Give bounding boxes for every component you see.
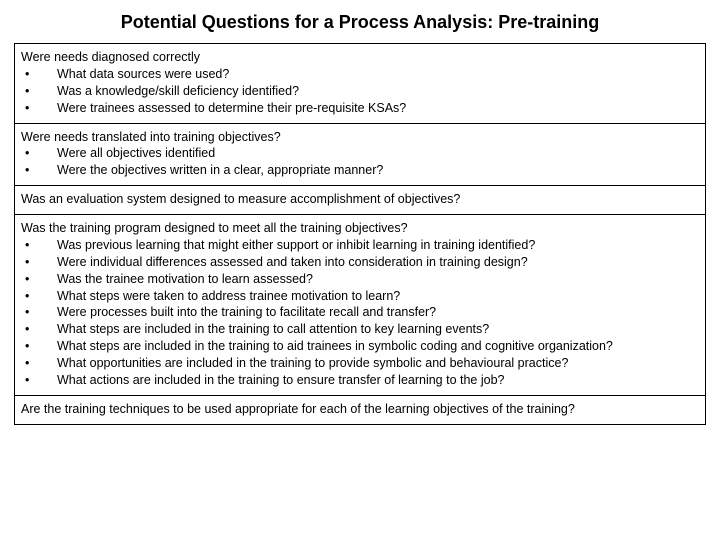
table-row: Was an evaluation system designed to mea… (15, 186, 706, 215)
table-row: Were needs diagnosed correctlyWhat data … (15, 44, 706, 124)
section-lead: Were needs diagnosed correctly (21, 49, 699, 66)
bullet-item: Was a knowledge/skill deficiency identif… (21, 83, 699, 100)
bullet-item: Was the trainee motivation to learn asse… (21, 271, 699, 288)
bullet-list: Was previous learning that might either … (21, 237, 699, 389)
bullet-item: What steps are included in the training … (21, 321, 699, 338)
bullet-item: Were the objectives written in a clear, … (21, 162, 699, 179)
bullet-item: Were all objectives identified (21, 145, 699, 162)
bullet-item: What data sources were used? (21, 66, 699, 83)
section-lead: Are the training techniques to be used a… (21, 401, 699, 418)
section-cell: Was the training program designed to mee… (15, 215, 706, 396)
bullet-item: Were trainees assessed to determine thei… (21, 100, 699, 117)
section-cell: Were needs diagnosed correctlyWhat data … (15, 44, 706, 124)
bullet-item: Were individual differences assessed and… (21, 254, 699, 271)
table-row: Were needs translated into training obje… (15, 123, 706, 186)
bullet-list: Were all objectives identifiedWere the o… (21, 145, 699, 179)
bullet-item: What steps were taken to address trainee… (21, 288, 699, 305)
bullet-item: What actions are included in the trainin… (21, 372, 699, 389)
section-lead: Was an evaluation system designed to mea… (21, 191, 699, 208)
bullet-item: What steps are included in the training … (21, 338, 699, 355)
questions-table: Were needs diagnosed correctlyWhat data … (14, 43, 706, 425)
section-cell: Was an evaluation system designed to mea… (15, 186, 706, 215)
section-cell: Are the training techniques to be used a… (15, 395, 706, 424)
section-lead: Were needs translated into training obje… (21, 129, 699, 146)
table-row: Was the training program designed to mee… (15, 215, 706, 396)
section-cell: Were needs translated into training obje… (15, 123, 706, 186)
bullet-item: Was previous learning that might either … (21, 237, 699, 254)
bullet-item: What opportunities are included in the t… (21, 355, 699, 372)
page-title: Potential Questions for a Process Analys… (14, 12, 706, 33)
bullet-list: What data sources were used?Was a knowle… (21, 66, 699, 117)
section-lead: Was the training program designed to mee… (21, 220, 699, 237)
bullet-item: Were processes built into the training t… (21, 304, 699, 321)
table-row: Are the training techniques to be used a… (15, 395, 706, 424)
